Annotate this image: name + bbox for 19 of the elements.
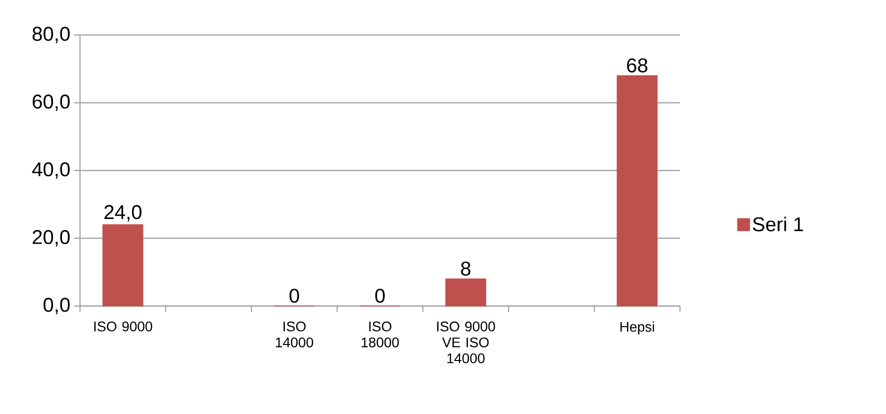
- x-tick-label: ISO 18000: [362, 322, 399, 348]
- bar: [445, 278, 486, 306]
- y-tick-label: 20,0: [32, 230, 70, 246]
- data-label: 8: [461, 262, 470, 276]
- data-label: 0: [375, 288, 385, 303]
- y-tick-label: 0,0: [44, 298, 70, 314]
- data-label: 24,0: [104, 205, 142, 222]
- data-label: 0: [290, 288, 300, 303]
- x-tick-label: ISO 9000: [94, 322, 152, 332]
- y-tick-label: 40,0: [32, 162, 70, 179]
- bar: [616, 75, 658, 306]
- y-tick-label: 80,0: [32, 26, 70, 44]
- data-label: 68: [627, 58, 648, 72]
- x-tick-label: Hepsi: [620, 322, 654, 335]
- legend-label: Seri 1: [752, 216, 804, 232]
- x-tick-label: ISO 9000 VE ISO 14000: [437, 322, 496, 364]
- y-tick-label: 60,0: [32, 94, 70, 111]
- bar: [102, 224, 144, 306]
- x-tick-label: ISO 14000: [276, 322, 314, 348]
